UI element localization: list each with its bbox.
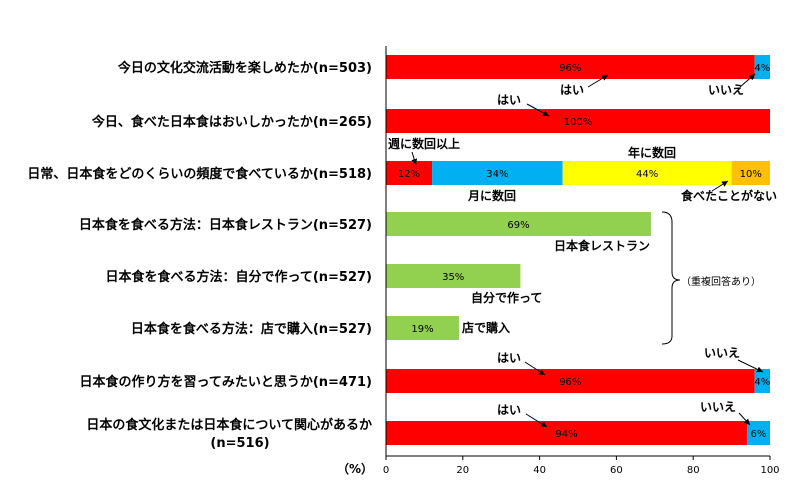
annotation-arrow-0 — [587, 74, 609, 88]
annotation-arrow-1 — [739, 73, 756, 88]
bar-value-label-r6-s1: 4% — [754, 377, 770, 388]
annotation-arrow-10 — [524, 361, 546, 376]
bar-value-label-r7-s0: 94% — [555, 429, 577, 440]
x-tick-label-5: 100 — [760, 465, 779, 476]
annotation-arrow-3 — [411, 151, 418, 166]
bar-segment-r4-s0 — [386, 264, 521, 288]
bar-segment-r2-s1 — [432, 161, 563, 185]
annotation-11: いいえ — [704, 346, 740, 360]
row-label-4: 日本食を食べる方法：自分で作って(n=527) — [105, 269, 372, 285]
x-unit-label: （%） — [337, 461, 373, 476]
bar-segment-r6-s0 — [386, 369, 755, 393]
row-label-7: 日本の食文化または日本食について関心があるか — [86, 417, 372, 433]
bar-value-label-r0-s0: 96% — [559, 63, 581, 74]
annotation-5: 年に数回 — [628, 145, 676, 160]
bar-value-label-r4-s0: 35% — [442, 272, 464, 283]
annotation-10: はい — [497, 351, 521, 365]
annotation-6: 食べたことがない — [680, 188, 777, 203]
bar-value-label-r2-s1: 34% — [486, 169, 508, 180]
bar-value-label-r5-s0: 19% — [411, 324, 433, 335]
annotation-arrow-6 — [711, 180, 729, 192]
bracket-note: （重複回答あり） — [681, 275, 761, 288]
bar-segment-r1-s0 — [386, 109, 770, 133]
bar-segment-r3-s0 — [386, 212, 651, 236]
row-label-6: 日本食の作り方を習ってみたいと思うか(n=471) — [79, 374, 372, 390]
annotation-1: いいえ — [708, 83, 744, 97]
annotation-12: はい — [497, 403, 521, 417]
annotation-4: 月に数回 — [467, 188, 516, 203]
bar-segment-r5-s0 — [386, 316, 459, 340]
bar-value-label-r3-s0: 69% — [507, 220, 529, 231]
bracket-shape — [661, 211, 681, 345]
annotation-arrow-12 — [525, 413, 548, 428]
bar-value-label-r0-s1: 4% — [754, 63, 770, 74]
bar-value-label-r7-s1: 6% — [751, 429, 767, 440]
row-label-7-n: (n=516) — [210, 436, 269, 451]
bar-value-label-r1-s0: 100% — [564, 117, 593, 128]
annotation-7: 日本食レストラン — [554, 238, 650, 253]
bar-value-label-r2-s3: 10% — [740, 169, 762, 180]
row-label-5: 日本食を食べる方法：店で購入(n=527) — [131, 321, 372, 337]
x-tick-label-4: 80 — [687, 465, 700, 476]
bar-segment-r7-s0 — [386, 421, 747, 445]
row-label-3: 日本食を食べる方法：日本食レストラン(n=527) — [79, 217, 372, 233]
bar-segment-r7-s1 — [746, 421, 770, 445]
x-tick-label-0: 0 — [383, 465, 389, 476]
annotation-8: 自分で作って — [471, 290, 542, 305]
annotation-2: はい — [497, 93, 521, 107]
bar-segment-r2-s0 — [386, 161, 433, 185]
row-label-1: 今日、食べた日本食はおいしかったか(n=265) — [91, 114, 372, 130]
annotation-arrow-2 — [526, 103, 550, 117]
annotation-3: 週に数回以上 — [388, 136, 460, 151]
bar-value-label-r2-s2: 44% — [636, 169, 658, 180]
bar-segment-r6-s1 — [754, 369, 770, 393]
annotation-9: 店で購入 — [462, 320, 510, 335]
row-label-2: 日常、日本食をどのくらいの頻度で食べているか(n=518) — [27, 166, 372, 182]
annotation-0: はい — [560, 83, 584, 97]
bar-value-label-r6-s0: 96% — [559, 377, 581, 388]
bar-segment-r2-s2 — [562, 161, 732, 185]
row-label-0: 今日の文化交流活動を楽しめたか(n=503) — [117, 60, 372, 76]
bar-segment-r0-s0 — [386, 55, 755, 79]
x-tick-label-1: 20 — [456, 465, 469, 476]
bar-value-label-r2-s0: 12% — [398, 169, 420, 180]
annotation-arrow-11 — [737, 359, 764, 373]
annotation-13: いいえ — [700, 400, 736, 414]
x-tick-label-2: 40 — [533, 465, 546, 476]
bar-segment-r0-s1 — [754, 55, 770, 79]
x-tick-label-3: 60 — [610, 465, 623, 476]
bar-segment-r2-s3 — [731, 161, 770, 185]
annotation-arrow-13 — [738, 412, 751, 426]
